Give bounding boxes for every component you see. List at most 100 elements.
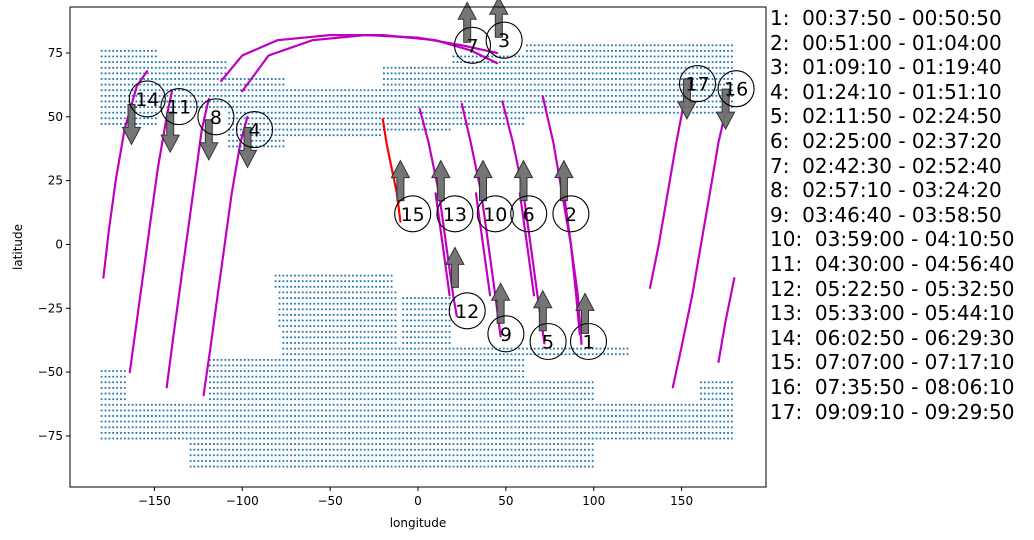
land-point — [352, 432, 354, 434]
land-point — [506, 106, 509, 108]
land-point — [386, 375, 389, 378]
land-point — [286, 375, 289, 378]
land-point — [502, 95, 505, 97]
land-point — [568, 381, 571, 384]
land-point — [526, 50, 528, 52]
land-point — [587, 78, 590, 80]
land-point — [456, 66, 459, 69]
land-point — [390, 432, 393, 434]
land-point — [297, 106, 300, 108]
land-point — [185, 426, 188, 429]
land-point — [154, 117, 157, 120]
land-point — [282, 95, 285, 97]
land-point — [568, 72, 571, 75]
land-point — [147, 117, 149, 120]
land-point — [282, 139, 285, 142]
land-point — [529, 454, 532, 457]
land-point — [135, 117, 138, 120]
land-point — [676, 437, 679, 440]
land-point — [560, 347, 563, 350]
land-point — [309, 370, 312, 372]
land-point — [657, 55, 660, 58]
land-point — [684, 432, 687, 434]
land-point — [348, 297, 350, 299]
land-point — [413, 443, 416, 445]
land-point — [355, 291, 358, 294]
land-point — [406, 95, 408, 97]
land-point — [707, 61, 710, 63]
land-point — [413, 342, 416, 344]
land-point — [522, 375, 524, 378]
land-point — [348, 415, 350, 417]
land-point — [390, 415, 393, 417]
land-point — [243, 370, 246, 372]
land-point — [104, 392, 107, 395]
land-point — [611, 437, 613, 440]
land-point — [468, 448, 470, 451]
land-point — [286, 387, 289, 389]
land-point — [189, 409, 192, 412]
land-point — [495, 392, 497, 395]
land-point — [247, 106, 250, 108]
land-point — [572, 403, 575, 406]
land-point — [711, 78, 714, 80]
land-point — [328, 134, 331, 137]
land-point — [352, 353, 354, 356]
land-point — [270, 111, 273, 114]
land-point — [209, 387, 211, 389]
land-point — [325, 375, 327, 378]
land-point — [491, 437, 494, 440]
land-point — [259, 392, 262, 395]
land-point — [328, 117, 331, 120]
land-point — [255, 426, 258, 429]
land-point — [441, 336, 443, 339]
land-point — [502, 420, 505, 423]
land-point — [379, 420, 381, 423]
land-point — [375, 117, 378, 120]
land-point — [325, 347, 327, 350]
land-point — [301, 437, 304, 440]
land-point — [301, 314, 304, 316]
land-point — [537, 415, 540, 417]
land-point — [394, 359, 397, 361]
land-point — [615, 83, 617, 86]
land-point — [645, 432, 648, 434]
land-point — [587, 387, 590, 389]
land-point — [545, 432, 548, 434]
land-point — [607, 347, 610, 350]
land-point — [189, 106, 192, 108]
land-point — [394, 128, 397, 131]
land-point — [696, 50, 698, 52]
land-point — [499, 409, 501, 412]
land-point — [290, 280, 292, 283]
land-point — [123, 381, 126, 384]
land-point — [332, 302, 335, 305]
land-point — [348, 359, 350, 361]
land-point — [193, 66, 196, 69]
land-point — [402, 106, 405, 108]
land-point — [332, 454, 335, 457]
land-point — [413, 448, 416, 451]
land-point — [529, 61, 532, 63]
land-point — [301, 123, 304, 125]
land-point — [630, 66, 633, 69]
land-point — [348, 330, 350, 333]
land-point — [359, 347, 362, 350]
land-point — [282, 314, 285, 316]
land-point — [491, 443, 494, 445]
land-point — [444, 364, 447, 367]
land-point — [259, 106, 262, 108]
land-point — [425, 353, 428, 356]
land-point — [174, 432, 176, 434]
land-point — [557, 448, 559, 451]
land-point — [243, 454, 246, 457]
land-point — [584, 111, 586, 114]
land-point — [506, 403, 509, 406]
land-point — [120, 117, 122, 120]
land-point — [154, 83, 157, 86]
land-point — [522, 415, 524, 417]
land-point — [212, 448, 215, 451]
land-point — [529, 387, 532, 389]
land-point — [568, 443, 571, 445]
land-point — [715, 392, 718, 395]
